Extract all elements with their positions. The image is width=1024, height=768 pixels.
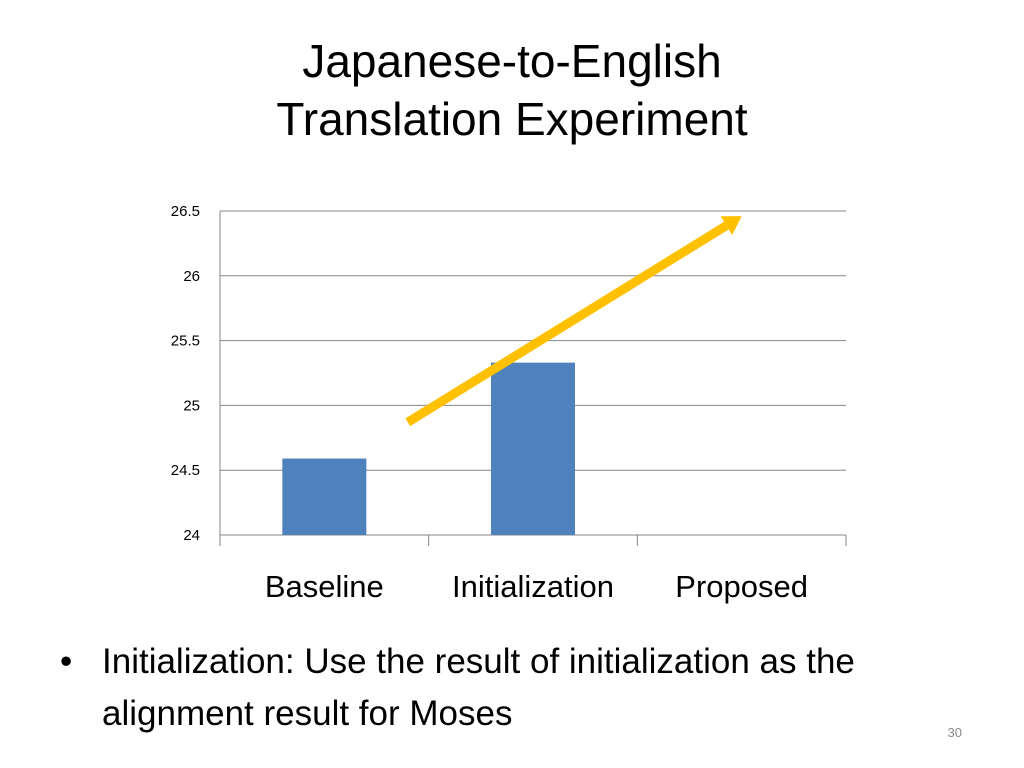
y-tick-label: 26.5 <box>171 203 200 220</box>
title-line-2: Translation Experiment <box>276 93 748 145</box>
bullet-icon: • <box>60 642 73 681</box>
trend-arrow-head <box>720 216 742 235</box>
y-tick-label: 25.5 <box>171 333 200 350</box>
x-category-label: Baseline <box>265 569 384 604</box>
y-tick-label: 26 <box>183 268 200 285</box>
bar-baseline <box>282 458 367 535</box>
bar-chart: 24 24.5 25 25.5 26 26.5 Baseline Initialization… <box>171 203 847 604</box>
x-category-label: Proposed <box>675 569 808 604</box>
y-tick-label: 24 <box>183 527 200 544</box>
y-tick-label: 25 <box>183 397 200 414</box>
bar-initialization <box>491 362 575 535</box>
bullet-point: • Initialization: Use the result of init… <box>60 636 980 740</box>
x-category-label: Initialization <box>452 569 614 604</box>
y-tick-label: 24.5 <box>171 462 200 479</box>
title-line-1: Japanese-to-English <box>302 35 722 87</box>
bullet-text: Initialization: Use the result of initia… <box>102 642 855 733</box>
slide-number: 30 <box>947 725 962 740</box>
trend-arrow-line <box>405 221 729 427</box>
slide-title: Japanese-to-English Translation Experime… <box>0 32 1024 148</box>
